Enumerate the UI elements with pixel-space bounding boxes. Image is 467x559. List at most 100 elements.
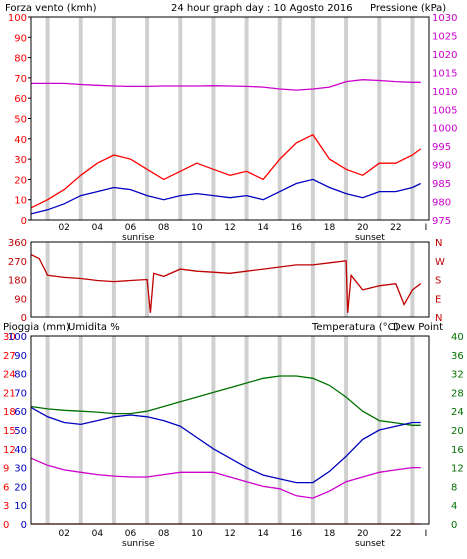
sunrise-label-top: sunrise	[122, 233, 155, 243]
direction-tick-label: 270	[8, 257, 27, 268]
pressure-tick-label: 980	[432, 198, 451, 209]
rain-tick-label: 9	[3, 464, 9, 475]
temperature-tick-label: 12	[451, 464, 464, 475]
pressure-tick-label: 1015	[432, 68, 457, 79]
x-tick-label-top: 04	[92, 223, 104, 233]
rain-tick-label: 30	[3, 332, 16, 343]
panel-frame-bottom	[30, 335, 430, 525]
grid-band-bottom-6	[145, 336, 150, 524]
x-tick-label-top: 22	[390, 223, 401, 233]
grid-band-top-4	[111, 17, 116, 220]
dewpoint-axis-label: Dew Point	[393, 322, 443, 333]
humidity-tick-label: 70	[14, 388, 27, 399]
pressure-tick-label: 1010	[432, 87, 457, 98]
temperature-tick-label: 24	[451, 407, 464, 418]
grid-band-bottom-0	[45, 336, 50, 524]
humidity-tick-label: 10	[14, 501, 27, 512]
wind-tick-label: 100	[8, 13, 27, 24]
grid-band-top-16	[310, 17, 315, 220]
x-tick-label-top: 18	[324, 223, 336, 233]
wind-tick-label: 10	[14, 196, 27, 207]
pressure-tick-label: 995	[432, 142, 451, 153]
grid-band-bottom-12	[244, 336, 249, 524]
pressure-tick-label: 1005	[432, 105, 457, 116]
grid-band-bottom-2	[78, 336, 83, 524]
x-end-tick-bottom: I	[425, 529, 428, 539]
direction-tick-label: 90	[14, 294, 27, 305]
temperature-axis-label: Temperatura (°C)	[311, 322, 399, 333]
wind_gust-line	[30, 133, 422, 209]
grid-band-mid-20	[377, 242, 382, 317]
temperature-tick-label: 16	[451, 445, 464, 456]
grid-band-bottom-18	[344, 336, 349, 524]
rain-tick-label: 21	[3, 388, 16, 399]
x-tick-label-top: 14	[257, 223, 269, 233]
wind-tick-label: 50	[14, 115, 27, 126]
x-tick-label-top: 16	[291, 223, 303, 233]
grid-band-mid-10	[211, 242, 216, 317]
humidity-tick-label: 80	[14, 370, 27, 381]
rain-axis-label: Pioggia (mm)	[3, 322, 70, 333]
grid-band-bottom-10	[211, 336, 216, 524]
grid-band-top-0	[45, 17, 50, 220]
sunrise-label-bottom: sunrise	[122, 539, 155, 549]
x-tick-label-bottom: 02	[58, 529, 69, 539]
x-tick-label-top: 06	[125, 223, 137, 233]
grid-band-top-10	[211, 17, 216, 220]
dewpoint-line	[30, 457, 421, 499]
humidity-tick-label: 20	[14, 482, 27, 493]
temperature-tick-label: 28	[451, 388, 464, 399]
compass-tick-label: N	[435, 238, 442, 249]
wind-tick-label: 20	[14, 175, 27, 186]
temperature-tick-label: 36	[451, 351, 464, 362]
sunset-label-top: sunset	[355, 233, 385, 243]
x-tick-label-top: 02	[58, 223, 69, 233]
humidity-tick-label: 0	[21, 520, 27, 531]
rain-tick-label: 6	[3, 482, 9, 493]
grid-band-top-12	[244, 17, 249, 220]
sunset-label-bottom: sunset	[355, 539, 385, 549]
x-end-tick-top: I	[425, 223, 428, 233]
grid-band-bottom-8	[178, 336, 183, 524]
x-tick-label-bottom: 16	[291, 529, 303, 539]
temperature-line	[30, 375, 421, 426]
grid-band-top-14	[277, 17, 282, 220]
wind-tick-label: 70	[14, 74, 27, 85]
temperature-tick-label: 8	[451, 482, 457, 493]
rain-tick-label: 18	[3, 407, 16, 418]
grid-band-mid-0	[45, 242, 50, 317]
compass-tick-label: W	[435, 257, 445, 268]
grid-band-bottom-14	[277, 336, 282, 524]
wind-direction-line	[30, 253, 422, 313]
pressure-tick-label: 975	[432, 216, 451, 227]
direction-tick-label: 360	[8, 238, 27, 249]
wind-axis-label: Forza vento (kmh)	[5, 3, 97, 14]
pressure-tick-label: 985	[432, 179, 451, 190]
grid-band-top-6	[145, 17, 150, 220]
wind-tick-label: 40	[14, 135, 27, 146]
humidity-tick-label: 60	[14, 407, 27, 418]
x-tick-label-top: 20	[357, 223, 369, 233]
grid-band-bottom-4	[111, 336, 116, 524]
rain-tick-label: 27	[3, 351, 16, 362]
grid-band-top-22	[410, 17, 415, 220]
pressure-tick-label: 1020	[432, 50, 457, 61]
x-tick-label-bottom: 12	[224, 529, 235, 539]
wind-tick-label: 90	[14, 33, 27, 44]
panel-frame-mid	[30, 241, 430, 318]
x-tick-label-bottom: 20	[357, 529, 369, 539]
rain-tick-label: 0	[3, 520, 9, 531]
rain-tick-label: 24	[3, 370, 16, 381]
grid-band-mid-14	[277, 242, 282, 317]
x-tick-label-bottom: 04	[92, 529, 104, 539]
temperature-tick-label: 32	[451, 370, 464, 381]
x-tick-label-bottom: 18	[324, 529, 336, 539]
temperature-tick-label: 0	[451, 520, 457, 531]
temperature-tick-label: 40	[451, 332, 464, 343]
grid-band-mid-12	[244, 242, 249, 317]
pressure-axis-label: Pressione (kPa)	[370, 3, 446, 14]
direction-tick-label: 0	[21, 313, 27, 324]
direction-tick-label: 180	[8, 276, 27, 287]
